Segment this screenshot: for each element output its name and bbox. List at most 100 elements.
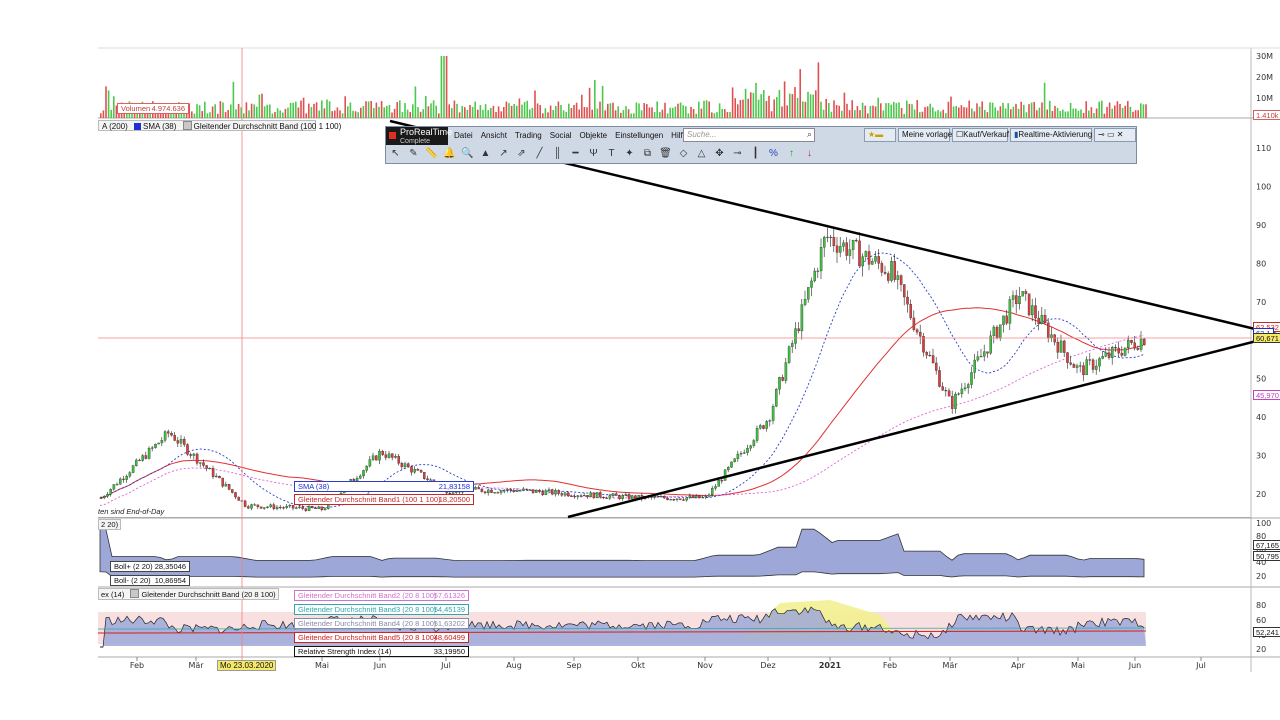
candle-body	[586, 495, 589, 498]
volume-bar	[1025, 112, 1028, 118]
menu-datei[interactable]: Datei	[454, 131, 473, 140]
candle-body	[883, 272, 887, 274]
volume-bar	[505, 101, 508, 118]
volume-bar	[828, 103, 830, 118]
candle-body	[701, 496, 704, 499]
candle-body	[621, 495, 624, 499]
vertical-icon[interactable]: ┃	[752, 148, 759, 159]
candle-body	[218, 475, 221, 479]
volume-bar	[895, 103, 898, 118]
price-tag-last: 60,671	[1253, 333, 1280, 343]
candle-body	[1021, 291, 1024, 297]
chain-icon[interactable]: ⊸	[733, 148, 742, 159]
shape-icon[interactable]: ◇	[679, 148, 688, 159]
volume-bar	[471, 106, 474, 118]
candle-body	[931, 355, 935, 364]
meine-vorlage-button[interactable]: Meine vorlage	[898, 128, 952, 142]
fib-icon[interactable]: ▲	[480, 148, 491, 159]
channel-icon[interactable]: ║	[553, 148, 562, 159]
candle-body	[893, 261, 896, 280]
volume-bar	[825, 98, 827, 118]
boll-legend[interactable]: 2 20)	[98, 519, 122, 530]
volume-bar	[508, 103, 510, 118]
volume-bar	[1062, 109, 1064, 118]
volume-bar	[469, 104, 471, 118]
up-arrow-icon[interactable]: ↑	[789, 148, 794, 159]
volume-bar	[575, 102, 578, 118]
kauf-verkauf-button[interactable]: ☐Kauf/Verkauf	[952, 128, 1009, 142]
bell-icon[interactable]: 🔔	[443, 148, 456, 159]
menu-ansicht[interactable]: Ansicht	[480, 131, 507, 140]
candle-body	[179, 439, 183, 444]
menu-hilfe[interactable]: Hilfe	[671, 131, 688, 140]
close-icon[interactable]: ✕	[1116, 130, 1124, 139]
volume-bar	[755, 82, 757, 118]
volume-tick-label: 20M	[1256, 73, 1273, 82]
volume-bar	[794, 87, 796, 118]
pitchfork-icon[interactable]: Ψ	[589, 148, 598, 159]
kauf-verkauf-label: Kauf/Verkauf	[963, 130, 1009, 139]
candle-body	[109, 489, 112, 495]
down-arrow-icon[interactable]: ↓	[807, 148, 812, 159]
line-icon[interactable]: ╱	[536, 148, 543, 159]
volume-bar	[913, 109, 916, 118]
triangle-icon[interactable]: △	[697, 148, 706, 159]
text-icon[interactable]: T	[608, 148, 615, 159]
candle-body	[160, 440, 164, 444]
candle-body	[743, 452, 746, 454]
search-icon[interactable]: ⌕	[806, 129, 812, 139]
pencil-icon[interactable]: ✎	[409, 148, 418, 159]
move-icon[interactable]: ✥	[715, 148, 724, 159]
search-input[interactable]: Suche... ⌕	[683, 128, 815, 142]
menu-einstellungen[interactable]: Einstellungen	[615, 131, 664, 140]
rsi-legend-b: Gleitender Durchschnitt Band (20 8 100)	[141, 590, 276, 599]
volume-bar	[198, 105, 201, 118]
candle-body	[778, 377, 781, 390]
volume-bar	[401, 112, 404, 118]
price-legend[interactable]: A (200) SMA (38) Gleitender Durchschnitt…	[98, 120, 341, 131]
paint-icon[interactable]: ✦	[625, 148, 634, 159]
candle-body	[794, 328, 797, 344]
volume-bar	[562, 110, 565, 118]
candle-body	[173, 435, 176, 441]
realtime-icon: ▮	[1014, 130, 1019, 139]
volume-bar	[854, 110, 856, 118]
volume-bar	[1059, 111, 1061, 118]
volume-bar	[393, 108, 396, 118]
volume-bar	[102, 110, 105, 118]
favorite-button[interactable]: ★▬	[864, 128, 896, 142]
candle-body	[922, 336, 925, 353]
cursor-icon[interactable]: ↖	[391, 148, 400, 159]
candle-body	[887, 273, 890, 281]
restore-icon[interactable]: ▭	[1106, 130, 1115, 139]
prorealtime-toolbar[interactable]: ProRealTime Complete Datei Ansicht Tradi…	[385, 126, 1137, 164]
pin-icon[interactable]: ⊸	[1098, 130, 1105, 139]
volume-bar	[838, 105, 840, 118]
copy-icon[interactable]: ⧉	[643, 148, 652, 159]
menu-social[interactable]: Social	[549, 131, 572, 140]
lower-trendline[interactable]	[567, 333, 1280, 519]
candle-body	[221, 477, 224, 487]
volume-bar	[786, 105, 788, 118]
tooltip-sma: SMA (38) 21,83158	[294, 481, 474, 492]
candle-body	[842, 242, 845, 247]
trash-icon[interactable]: 🗑	[659, 148, 672, 159]
trend-icon[interactable]: ↗	[499, 148, 508, 159]
multi-trend-icon[interactable]: ⇗	[517, 148, 526, 159]
menu-objekte[interactable]: Objekte	[579, 131, 608, 140]
window-controls[interactable]: ⊸ ▭ ✕	[1094, 128, 1136, 142]
realtime-button[interactable]: ▮Realtime-Aktivierung	[1010, 128, 1092, 142]
zoom-icon[interactable]: 🔍	[461, 148, 474, 159]
candle-body	[131, 465, 135, 473]
volume-bar	[939, 111, 942, 118]
candle-body	[807, 287, 810, 300]
candle-body	[730, 461, 733, 468]
hline-icon[interactable]: ━	[572, 148, 579, 159]
price-tick-label: 80	[1256, 259, 1266, 268]
volume-bar	[659, 111, 661, 118]
percent-icon[interactable]: %	[769, 148, 778, 159]
menu-trading[interactable]: Trading	[514, 131, 542, 140]
ruler-icon[interactable]: 📏	[425, 148, 438, 159]
rsi-legend[interactable]: ex (14) Gleitender Durchschnitt Band (20…	[98, 588, 279, 600]
